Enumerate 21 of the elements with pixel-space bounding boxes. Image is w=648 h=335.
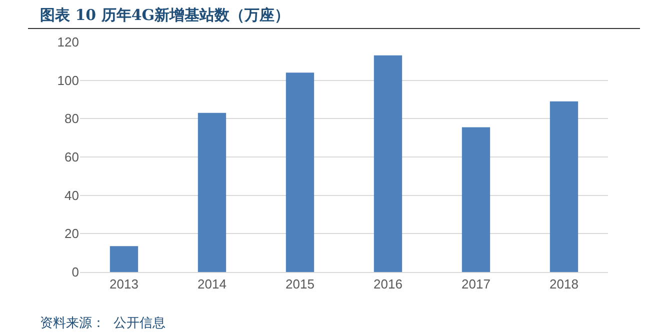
bar	[198, 112, 226, 272]
bar	[286, 72, 314, 272]
x-tick-label: 2014	[198, 276, 226, 292]
bar	[550, 101, 578, 272]
bar	[110, 246, 138, 272]
x-tick-label: 2016	[374, 276, 402, 292]
bar	[462, 127, 490, 272]
y-tick-label: 80	[64, 111, 79, 126]
chart-title: 图表 10 历年4G新增基站数（万座）	[40, 6, 290, 25]
x-tick-label: 2015	[286, 276, 314, 292]
y-tick-label: 100	[57, 72, 79, 88]
x-tick-label: 2013	[110, 276, 138, 292]
y-tick-label: 120	[57, 34, 79, 50]
text: 资料来源： 公开信息	[40, 315, 166, 332]
x-tick-label: 2018	[550, 276, 578, 292]
bar	[374, 55, 402, 272]
y-tick-label: 20	[64, 226, 79, 242]
y-tick-label: 60	[64, 150, 79, 165]
y-tick-label: 0	[72, 264, 79, 280]
x-tick-label: 2017	[462, 276, 490, 292]
y-tick-label: 40	[64, 188, 79, 203]
